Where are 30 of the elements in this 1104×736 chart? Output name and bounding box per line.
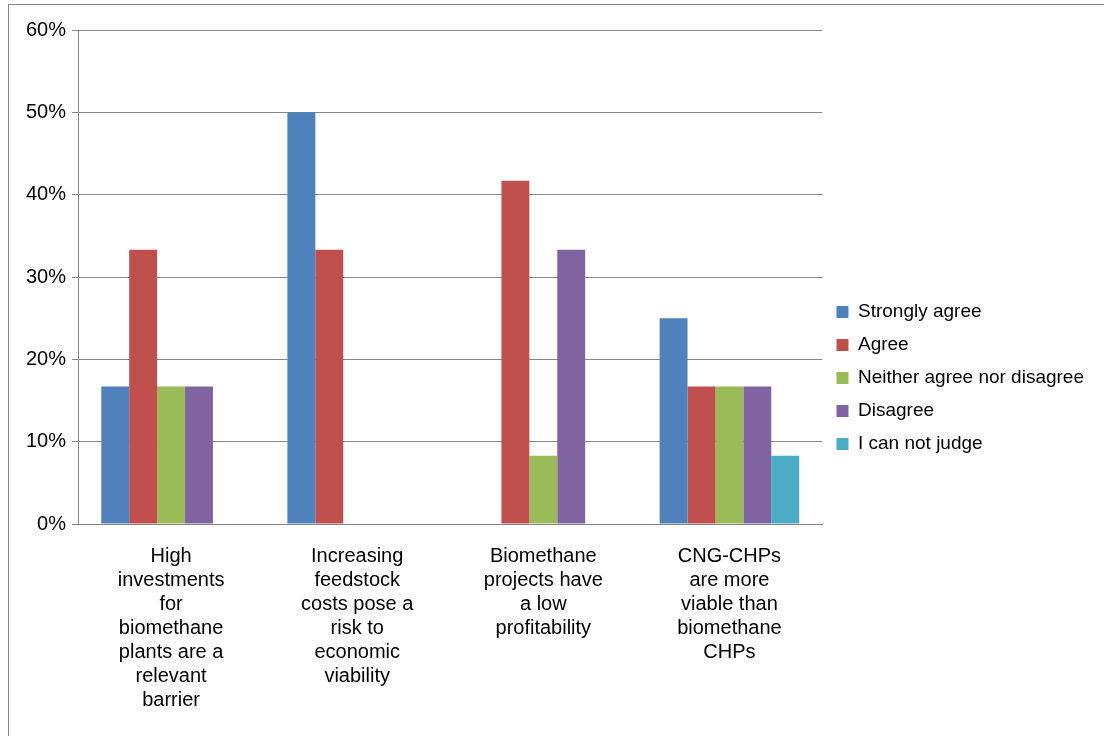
bar (529, 455, 558, 524)
bar (101, 386, 130, 524)
x-tick-label: CNG-CHPs are more viable than biomethane CHPs (677, 543, 782, 662)
y-tick-label: 40% (26, 182, 67, 205)
bar (501, 180, 530, 524)
bar (157, 386, 186, 524)
legend-label: Agree (857, 333, 909, 355)
bar (129, 249, 158, 524)
y-tick-label: 20% (26, 346, 67, 369)
legend-label: Neither agree nor disagree (857, 366, 1085, 388)
bar (715, 386, 744, 524)
x-tick-label: Increasing feedstock costs pose a risk to economic viability (301, 543, 415, 686)
y-tick-label: 50% (26, 99, 67, 122)
bar (287, 112, 316, 524)
bar (771, 455, 800, 524)
bar (185, 386, 213, 524)
legend-label: Strongly agree (857, 300, 982, 322)
x-tick-label: High investments for biomethane plants are a relevant barrier (117, 543, 225, 710)
legend-label: Disagree (857, 399, 935, 421)
bar (743, 386, 772, 524)
y-tick-label: 60% (26, 17, 67, 40)
x-tick-label: Biomethane projects have a low profitability (483, 543, 603, 638)
y-tick-label: 0% (37, 511, 67, 534)
bar (687, 386, 716, 524)
bar (315, 249, 344, 524)
legend-label: I can not judge (857, 432, 983, 454)
y-tick-label: 10% (26, 429, 67, 452)
bar (659, 318, 688, 524)
y-tick-label: 30% (26, 264, 67, 287)
bar (557, 249, 586, 524)
